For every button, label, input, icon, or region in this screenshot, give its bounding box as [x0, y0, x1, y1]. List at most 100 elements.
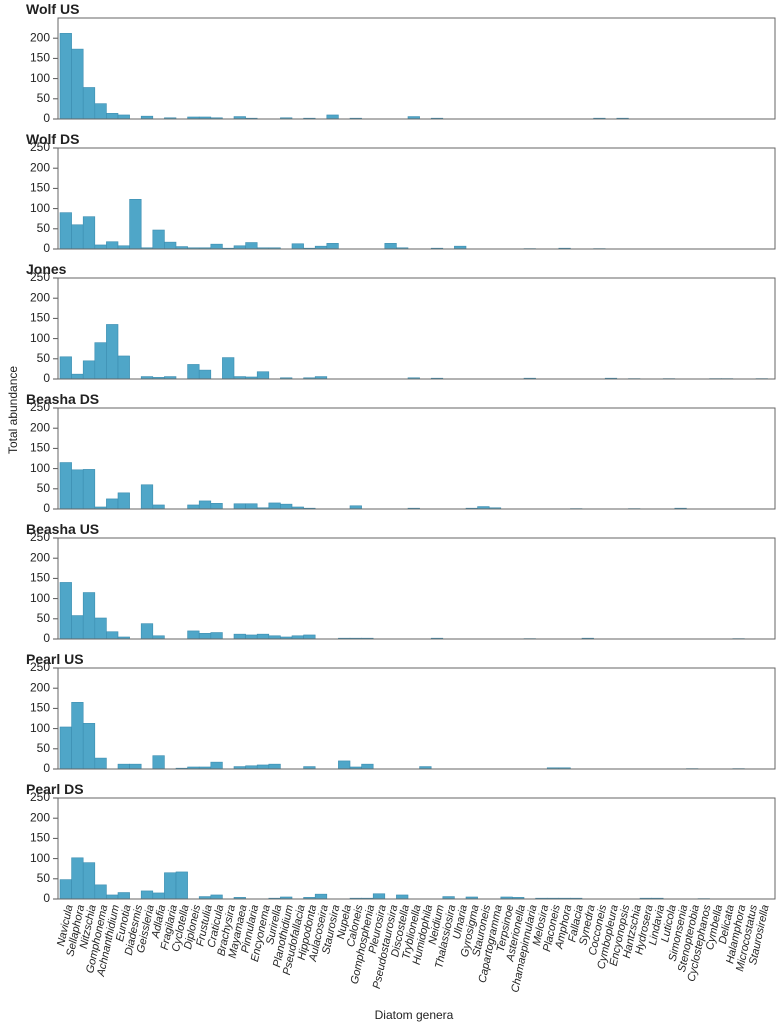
bar [164, 872, 177, 900]
plot-frame [57, 277, 776, 380]
y-tick-label: 100 [30, 721, 50, 735]
bar [71, 48, 84, 120]
bar [82, 87, 96, 120]
y-tick-label: 250 [30, 790, 50, 804]
y-tick-label: 0 [43, 371, 50, 385]
y-tick-label: 50 [37, 351, 51, 365]
y-tick-label: 0 [43, 111, 50, 125]
bar [256, 371, 270, 380]
bar [233, 633, 246, 640]
bar [338, 760, 351, 770]
bar [303, 634, 316, 640]
panel-title: Beasha DS [26, 391, 99, 407]
y-tick-label: 250 [30, 530, 50, 544]
bar [117, 763, 130, 770]
bar [59, 879, 72, 900]
bar [94, 342, 107, 380]
bar [82, 592, 96, 640]
bar [106, 894, 119, 900]
bar [94, 244, 107, 250]
bar [187, 630, 200, 640]
y-tick-label: 50 [37, 91, 51, 105]
bar [268, 763, 281, 770]
plot-frame [57, 407, 776, 510]
bar [59, 33, 72, 120]
bar [152, 755, 165, 770]
y-tick-label: 250 [30, 140, 50, 154]
y-tick-label: 50 [37, 611, 51, 625]
y-tick-label: 150 [30, 181, 50, 195]
bar [210, 632, 223, 640]
bar [396, 894, 409, 900]
plot-frame [57, 537, 776, 640]
y-tick-label: 250 [30, 400, 50, 414]
y-tick-label: 0 [43, 891, 50, 905]
y-axis-label: Total abundance [6, 366, 20, 454]
bar [129, 199, 142, 250]
bar [372, 893, 386, 900]
bar [210, 503, 223, 510]
y-tick-label: 150 [30, 441, 50, 455]
y-tick-label: 50 [37, 221, 51, 235]
y-tick-label: 200 [30, 680, 50, 694]
bar [256, 764, 270, 770]
y-tick-label: 50 [37, 481, 51, 495]
bar [106, 113, 119, 120]
bar [106, 631, 119, 640]
bar [384, 243, 397, 250]
panel-title: Pearl DS [26, 781, 84, 797]
y-tick-label: 150 [30, 51, 50, 65]
y-tick-label: 100 [30, 461, 50, 475]
bar [140, 890, 154, 900]
bar [82, 723, 96, 770]
bar [94, 103, 107, 120]
y-tick-label: 200 [30, 160, 50, 174]
bar [106, 241, 119, 250]
bar [117, 355, 130, 380]
bar [106, 498, 119, 510]
y-tick-label: 50 [37, 871, 51, 885]
bar [198, 633, 212, 640]
plot-frame [57, 147, 776, 250]
panel-title: Wolf DS [26, 131, 79, 147]
bar [59, 212, 72, 250]
bar [256, 633, 270, 640]
bar [361, 763, 374, 770]
bar [82, 469, 96, 510]
bar [314, 893, 328, 900]
y-tick-label: 150 [30, 571, 50, 585]
bar [94, 884, 107, 900]
y-tick-label: 0 [43, 761, 50, 775]
bar [59, 462, 72, 510]
bar [59, 726, 72, 770]
bar [71, 469, 84, 510]
bar [152, 892, 165, 900]
bar [82, 216, 96, 250]
y-tick-label: 100 [30, 851, 50, 865]
bar [82, 360, 96, 380]
bar [210, 894, 223, 900]
y-tick-label: 100 [30, 591, 50, 605]
bar [326, 114, 339, 120]
panel-title: Wolf US [26, 1, 79, 17]
bar [71, 224, 84, 250]
y-tick-label: 0 [43, 241, 50, 255]
y-tick-label: 200 [30, 550, 50, 564]
bar [152, 504, 165, 510]
bar [71, 702, 84, 770]
plot-frame [57, 17, 776, 120]
bar [71, 857, 84, 900]
y-tick-label: 50 [37, 741, 51, 755]
panel-title: Jones [26, 261, 67, 277]
bar [164, 241, 177, 250]
bar [210, 243, 223, 250]
bar [280, 503, 293, 510]
bar [94, 757, 107, 770]
bar [94, 617, 107, 640]
bar [210, 761, 223, 770]
y-tick-label: 250 [30, 270, 50, 284]
bar [117, 892, 130, 900]
bar [59, 582, 72, 640]
panel-title: Beasha US [26, 521, 99, 537]
